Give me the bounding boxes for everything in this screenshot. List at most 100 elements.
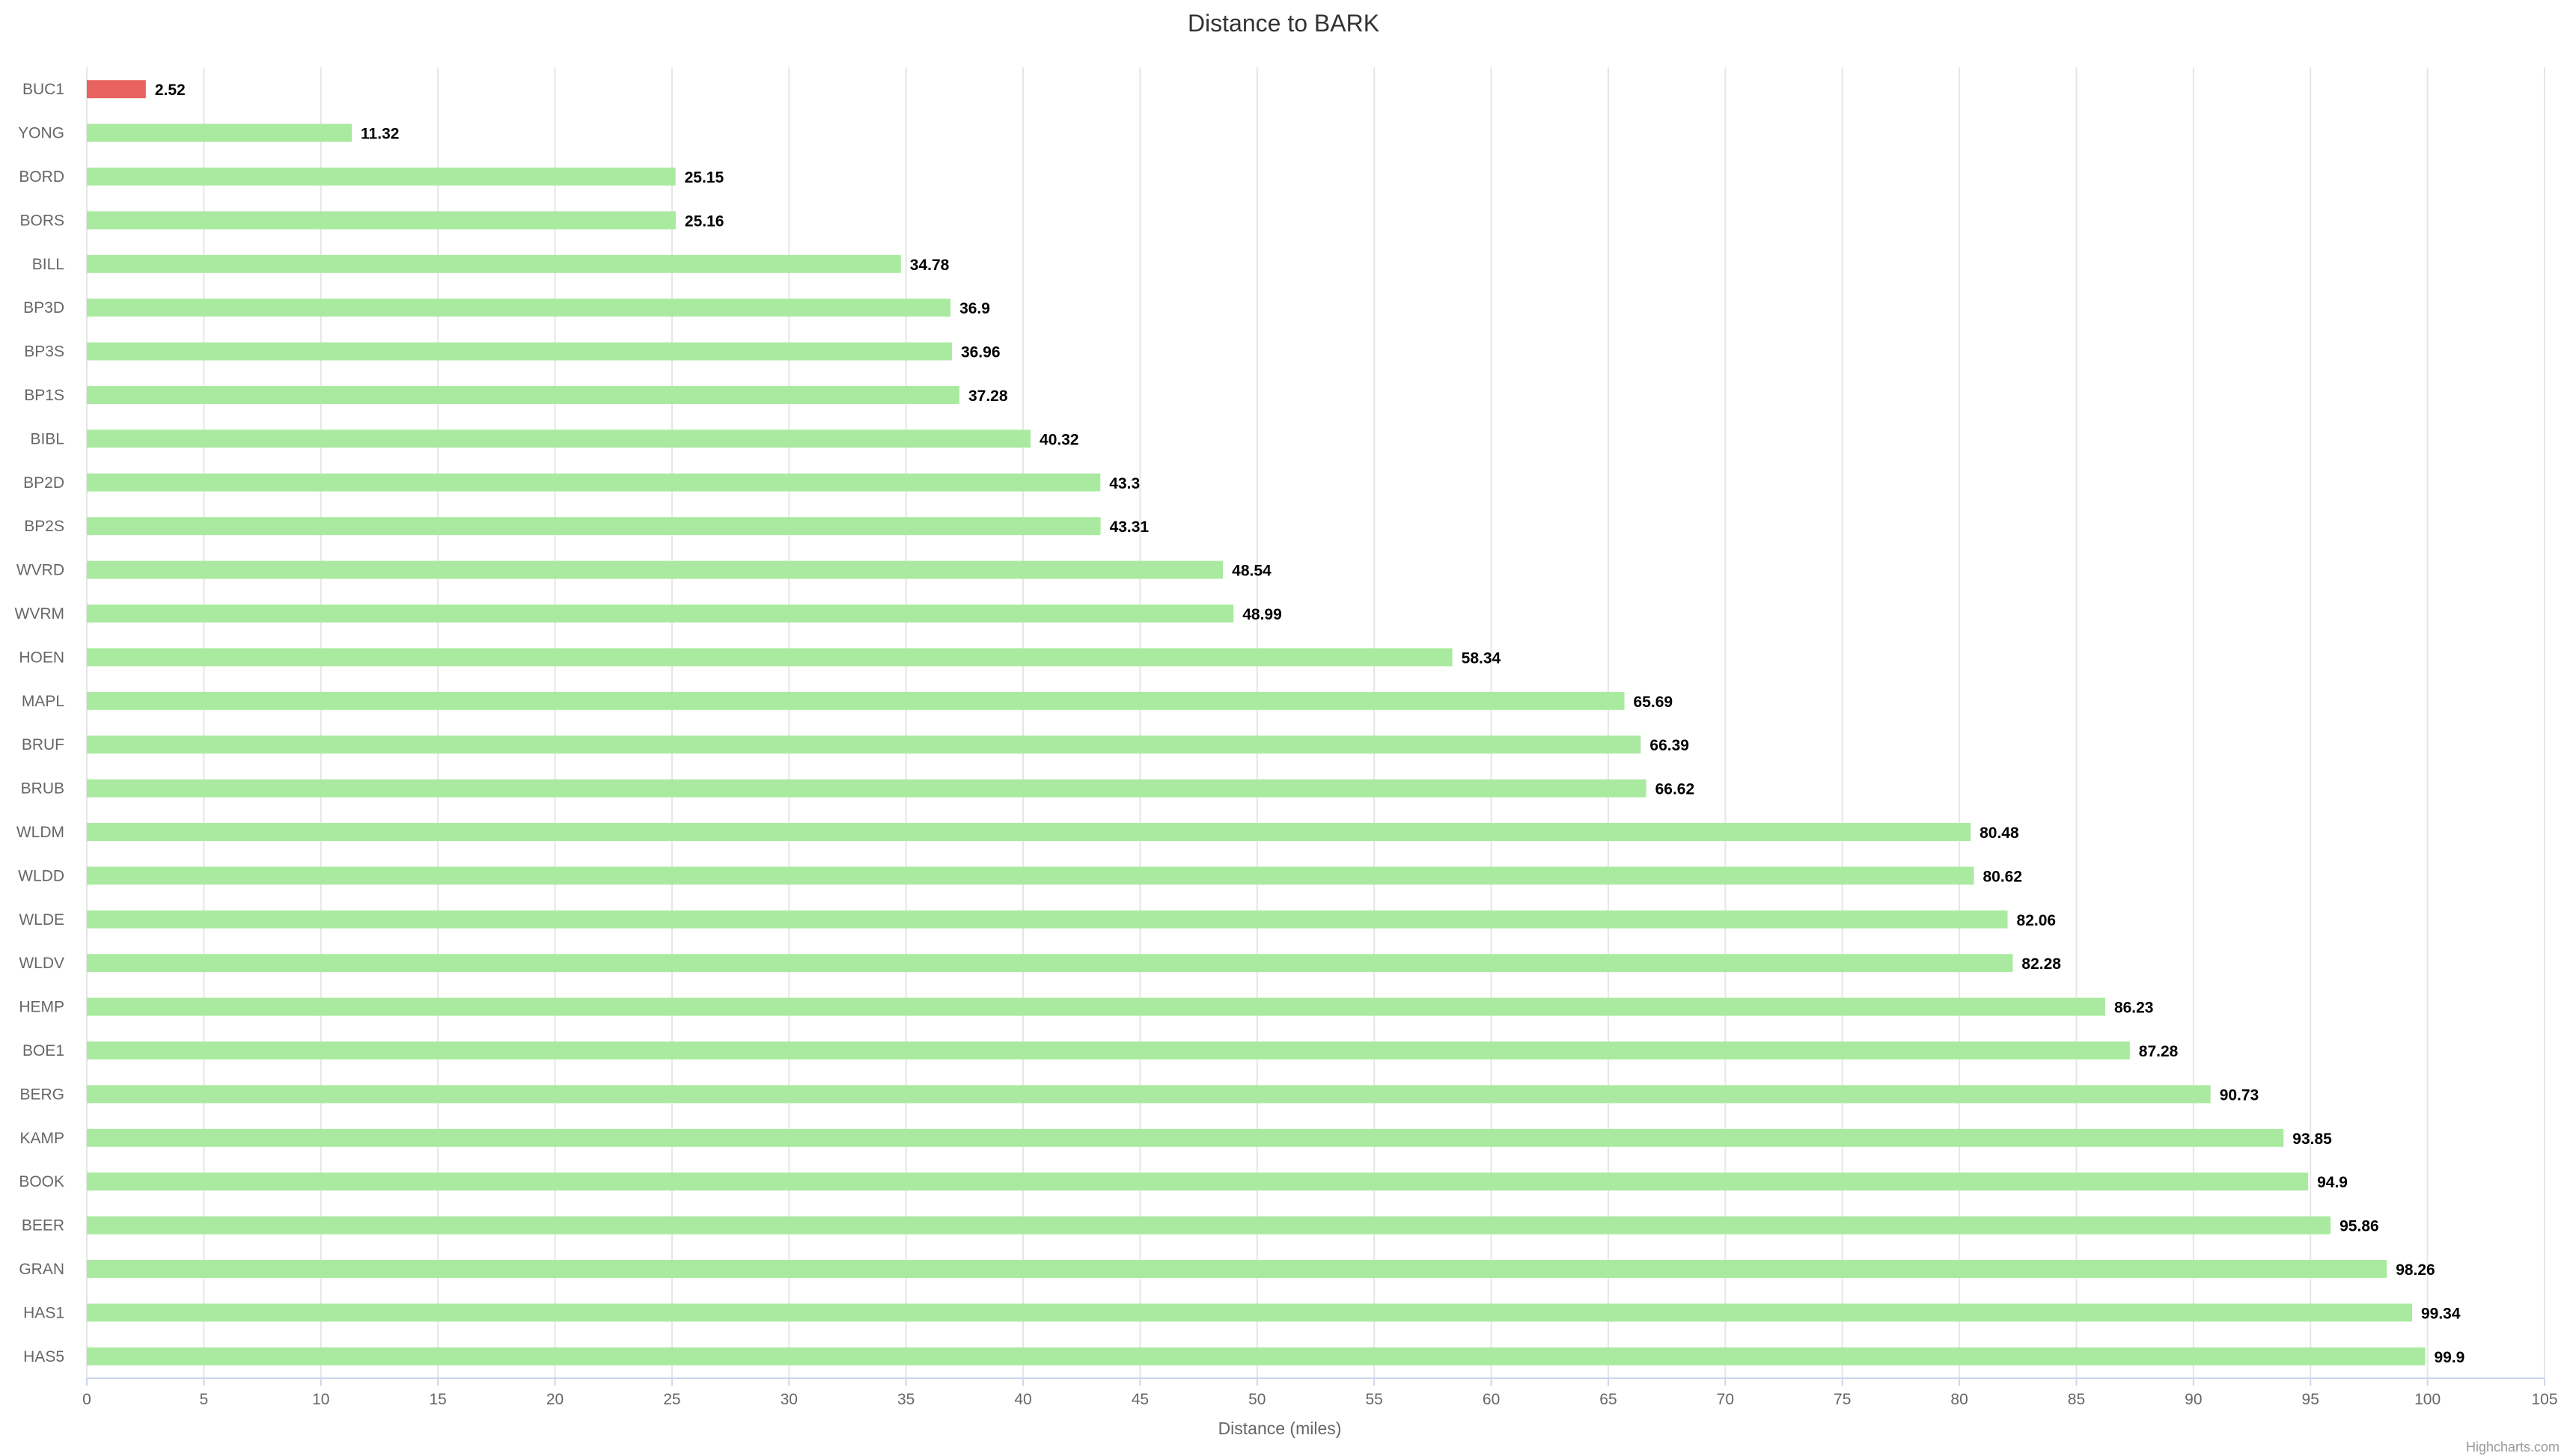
data-label-bp3s: 36.96 <box>961 344 1001 361</box>
bar-boe1[interactable] <box>87 1041 2130 1059</box>
data-label-hemp: 86.23 <box>2114 1000 2154 1017</box>
data-label-yong: 11.32 <box>361 126 399 143</box>
x-tick-label: 100 <box>2414 1391 2441 1408</box>
x-tick-label: 25 <box>663 1391 680 1408</box>
bar-bp2s[interactable] <box>87 517 1101 536</box>
x-tick-label: 10 <box>312 1391 329 1408</box>
bar-bp3s[interactable] <box>87 342 952 361</box>
data-label-bord: 25.15 <box>685 169 724 186</box>
x-tick-label: 65 <box>1599 1391 1617 1408</box>
bar-wldd[interactable] <box>87 866 1974 885</box>
category-label-wldm: WLDM <box>16 824 64 841</box>
bar-buc1[interactable] <box>87 80 146 99</box>
data-label-wlde: 82.06 <box>2017 912 2057 929</box>
category-label-bp3s: BP3S <box>24 343 64 361</box>
data-label-mapl: 65.69 <box>1634 694 1673 711</box>
data-label-wldm: 80.48 <box>1980 825 2019 842</box>
bar-beer[interactable] <box>87 1216 2331 1235</box>
category-label-wldd: WLDD <box>18 867 64 884</box>
bar-series <box>87 80 2426 1365</box>
bar-wlde[interactable] <box>87 910 2008 929</box>
data-label-buc1: 2.52 <box>155 82 186 99</box>
category-label-wvrm: WVRM <box>15 605 65 623</box>
category-label-wvrd: WVRD <box>16 562 64 579</box>
category-label-kamp: KAMP <box>19 1130 64 1147</box>
x-tick-label: 90 <box>2185 1391 2202 1408</box>
bar-brub[interactable] <box>87 779 1646 798</box>
data-label-hoen: 58.34 <box>1462 649 1501 667</box>
bar-wldm[interactable] <box>87 823 1971 841</box>
data-label-boe1: 87.28 <box>2139 1043 2179 1060</box>
category-label-beer: BEER <box>22 1217 64 1235</box>
data-label-kamp: 93.85 <box>2292 1131 2332 1148</box>
category-label-wlde: WLDE <box>19 911 64 929</box>
category-label-boe1: BOE1 <box>22 1042 64 1059</box>
data-label-wvrm: 48.99 <box>1242 606 1282 623</box>
data-label-berg: 90.73 <box>2220 1086 2259 1104</box>
category-label-bp2s: BP2S <box>24 518 64 535</box>
category-label-bibl: BIBL <box>30 430 64 447</box>
bar-kamp[interactable] <box>87 1128 2284 1147</box>
category-label-bors: BORS <box>19 212 64 229</box>
bar-mapl[interactable] <box>87 691 1625 710</box>
data-label-bp3d: 36.9 <box>959 300 990 317</box>
bar-has5[interactable] <box>87 1347 2426 1365</box>
bar-bors[interactable] <box>87 211 676 230</box>
bar-has1[interactable] <box>87 1303 2412 1322</box>
bar-wvrm[interactable] <box>87 605 1234 623</box>
x-tick-label: 75 <box>1834 1391 1851 1408</box>
category-label-buc1: BUC1 <box>22 81 64 98</box>
bar-bibl[interactable] <box>87 429 1031 448</box>
x-tick-label: 45 <box>1132 1391 1149 1408</box>
credits-link[interactable]: Highcharts.com <box>2466 1440 2560 1455</box>
data-label-has5: 99.9 <box>2434 1349 2464 1366</box>
category-labels: BUC1 YONG BORD BORS BILL BP3D BP3S BP1S BIBL BP2D… <box>15 81 65 1365</box>
data-label-wldv: 82.28 <box>2021 955 2061 973</box>
category-label-bp1s: BP1S <box>24 387 64 404</box>
category-label-brub: BRUB <box>21 780 64 798</box>
data-label-gran: 98.26 <box>2396 1261 2435 1279</box>
bar-bill[interactable] <box>87 254 901 273</box>
data-label-has1: 99.34 <box>2421 1305 2461 1322</box>
data-label-wvrd: 48.54 <box>1232 563 1272 580</box>
chart-title: Distance to BARK <box>1188 10 1379 37</box>
bar-bruf[interactable] <box>87 735 1641 754</box>
bar-bp1s[interactable] <box>87 386 959 404</box>
x-tick-label: 70 <box>1717 1391 1734 1408</box>
data-label-bp2s: 43.31 <box>1110 519 1150 536</box>
x-tick-label: 80 <box>1950 1391 1968 1408</box>
category-label-mapl: MAPL <box>22 693 64 710</box>
bar-wvrd[interactable] <box>87 560 1224 579</box>
x-tick-label: 105 <box>2531 1391 2557 1408</box>
bar-yong[interactable] <box>87 123 352 142</box>
category-label-bill: BILL <box>32 256 64 273</box>
x-tick-label: 35 <box>897 1391 915 1408</box>
data-label-wldd: 80.62 <box>1983 868 2022 885</box>
bar-bp3d[interactable] <box>87 299 951 317</box>
category-label-hemp: HEMP <box>19 999 64 1016</box>
data-label-bibl: 40.32 <box>1040 431 1079 448</box>
category-label-has1: HAS1 <box>23 1304 64 1321</box>
category-label-yong: YONG <box>18 125 64 142</box>
category-label-hoen: HOEN <box>19 649 64 666</box>
data-label-beer: 95.86 <box>2339 1218 2379 1235</box>
category-label-bruf: BRUF <box>22 736 64 753</box>
bar-hoen[interactable] <box>87 648 1453 667</box>
x-tick-label: 85 <box>2068 1391 2085 1408</box>
x-tick-label: 60 <box>1483 1391 1500 1408</box>
x-tick-label: 20 <box>546 1391 564 1408</box>
x-tick-label: 95 <box>2302 1391 2319 1408</box>
category-label-berg: BERG <box>19 1086 64 1103</box>
bar-bp2d[interactable] <box>87 473 1101 492</box>
data-label-bruf: 66.39 <box>1649 737 1689 754</box>
bar-wldv[interactable] <box>87 954 2013 973</box>
bar-gran[interactable] <box>87 1260 2387 1278</box>
category-label-gran: GRAN <box>19 1261 64 1278</box>
x-tick-label: 0 <box>82 1391 91 1408</box>
bar-berg[interactable] <box>87 1085 2211 1104</box>
bar-book[interactable] <box>87 1172 2309 1191</box>
bar-hemp[interactable] <box>87 997 2105 1016</box>
data-label-book: 94.9 <box>2317 1174 2348 1191</box>
bar-bord[interactable] <box>87 168 676 186</box>
